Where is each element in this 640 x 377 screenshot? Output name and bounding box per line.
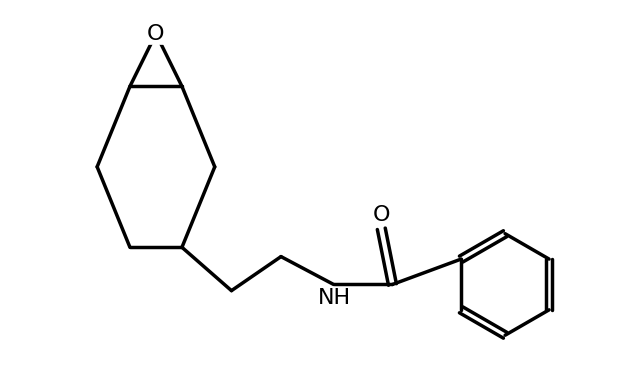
Text: O: O <box>147 24 164 44</box>
Text: NH: NH <box>318 288 351 308</box>
Text: O: O <box>372 205 390 225</box>
